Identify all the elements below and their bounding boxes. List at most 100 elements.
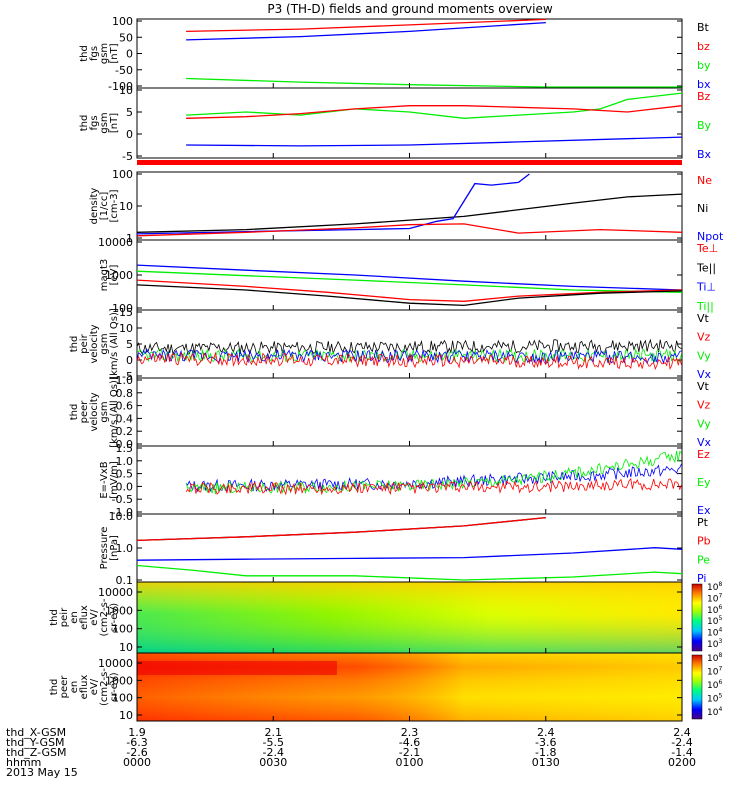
y-tick-label: 1.0 <box>116 542 134 555</box>
y-tick-label: -50 <box>115 64 133 77</box>
footer-row-label: hhmm <box>6 756 41 769</box>
y-tick-label: 5 <box>126 106 133 119</box>
legend-entry: Te⊥ <box>696 242 718 255</box>
y-tick-label: 50 <box>119 31 133 44</box>
y-tick-label: 10 <box>119 200 133 213</box>
y-tick-label: 1.0 <box>116 374 134 387</box>
y-tick-label: 0.0 <box>116 438 134 451</box>
y-tick-label: 100 <box>112 623 133 636</box>
footer-value: 1.9 <box>128 726 146 739</box>
y-tick-label: -5 <box>122 370 133 383</box>
series-line <box>136 516 546 542</box>
y-tick-label: 1.5 <box>116 442 134 455</box>
legend-entry: Te|| <box>696 261 716 274</box>
y-tick-label: 0 <box>126 128 133 141</box>
y-tick-label: 0.5 <box>116 468 134 481</box>
series-line <box>186 77 682 88</box>
legend-entry: Bx <box>697 148 712 161</box>
footer-value: -2.6 <box>126 746 147 759</box>
y-tick-label: 100 <box>112 692 133 705</box>
series-line <box>136 338 682 356</box>
y-tick-label: 10 <box>119 641 133 654</box>
y-tick-label: 0.4 <box>116 412 134 425</box>
y-axis-label: thdpeirenefluxeV/(cm2-s-sr-eV) <box>49 598 120 636</box>
panel-6: 1.00.80.60.40.20.0thdpeervelocitygsm[km/… <box>69 374 712 451</box>
y-tick-label: 0 <box>126 354 133 367</box>
colorbar-label: 107 <box>707 592 722 604</box>
footer-value: 0000 <box>123 756 151 769</box>
footer-value: -2.4 <box>263 746 284 759</box>
footer-value: 2.3 <box>401 726 419 739</box>
footer-value: -2.1 <box>399 746 420 759</box>
y-tick-label: 100 <box>112 168 133 181</box>
colorbar-label: 105 <box>707 615 722 627</box>
series-line <box>136 279 683 302</box>
footer-row-label: thd_X-GSM <box>6 726 66 739</box>
colorbar-label: 108 <box>707 652 722 664</box>
y-tick-label: 15 <box>119 306 133 319</box>
plot-title: P3 (TH-D) fields and ground moments over… <box>267 2 552 16</box>
y-tick-label: 10 <box>119 322 133 335</box>
legend-entry: Pt <box>697 516 709 529</box>
y-tick-label: 10.0 <box>109 510 134 523</box>
series-line <box>186 105 683 119</box>
y-axis-label: thdpeervelocitygsm[km/s (All Qs)] <box>69 376 120 448</box>
colorbar-label: 106 <box>707 679 722 691</box>
y-tick-label: -5 <box>122 150 133 163</box>
series-line <box>136 223 683 237</box>
spectrogram-band <box>137 661 337 675</box>
series-line <box>136 516 546 542</box>
y-tick-label: 100 <box>112 15 133 28</box>
colorbar <box>691 654 703 720</box>
y-axis-label: thdpeirvelocitygsm[km/s (All Qs)] <box>69 308 120 380</box>
colorbar-label: 105 <box>707 693 722 705</box>
series-line <box>186 21 546 41</box>
panel-4: 10000 1000 100 magt3[eV] Te⊥ Te|| Ti⊥ Ti|| <box>98 236 718 315</box>
legend-entry: Pe <box>697 553 710 566</box>
y-tick-label: -100 <box>108 80 133 93</box>
footer-value: -2.4 <box>671 736 692 749</box>
panel-2: 10 5 0 -5 thdfgsgsm[nT] Bz By Bx <box>79 84 712 163</box>
legend-entry: Pi <box>697 572 706 585</box>
series-line <box>186 136 683 147</box>
y-tick-label: -0.5 <box>112 493 133 506</box>
colorbar-label: 106 <box>707 604 722 616</box>
legend-entry: bz <box>697 40 710 53</box>
y-axis-label: thdpeerenefluxeV/(cm2-s-sr-eV) <box>49 668 120 706</box>
legend-entry: Vz <box>697 399 711 412</box>
colorbar-label: 107 <box>707 666 722 678</box>
y-tick-label: 10000 <box>98 657 133 670</box>
footer-value: 0100 <box>396 756 424 769</box>
series-line <box>136 264 683 291</box>
spectrogram-ion-shade <box>137 582 682 653</box>
series-line <box>136 547 683 561</box>
footer-value: 2.4 <box>673 726 691 739</box>
y-tick-label: 10 <box>119 709 133 722</box>
y-tick-label: 10 <box>119 84 133 97</box>
legend-entry: by <box>697 59 711 72</box>
y-tick-label: 10000 <box>98 236 133 249</box>
colorbar-label: 104 <box>707 627 722 639</box>
footer-value: 0130 <box>532 756 560 769</box>
legend-entry: Vx <box>697 368 712 381</box>
y-tick-label: 10000 <box>98 586 133 599</box>
y-axis-label: thdfgsgsm[nT] <box>79 112 120 133</box>
legend-entry: Vt <box>697 380 710 393</box>
panel-frame <box>136 513 683 583</box>
legend-entry: Npot <box>697 230 724 243</box>
footer-value: -6.3 <box>126 736 147 749</box>
panel-frame <box>136 377 683 447</box>
y-axis-label: E=-VxB[mV/m] <box>99 461 120 499</box>
y-tick-label: 0.2 <box>116 425 134 438</box>
y-tick-label: 1000 <box>105 269 133 282</box>
y-tick-label: 0.0 <box>116 480 134 493</box>
y-tick-label: 0.1 <box>116 574 134 587</box>
series-line <box>136 270 683 293</box>
legend-entry: Vz <box>697 331 711 344</box>
colorbar-label: 103 <box>707 638 722 650</box>
footer-value: -1.8 <box>535 746 556 759</box>
legend-entry: Ne <box>697 174 712 187</box>
